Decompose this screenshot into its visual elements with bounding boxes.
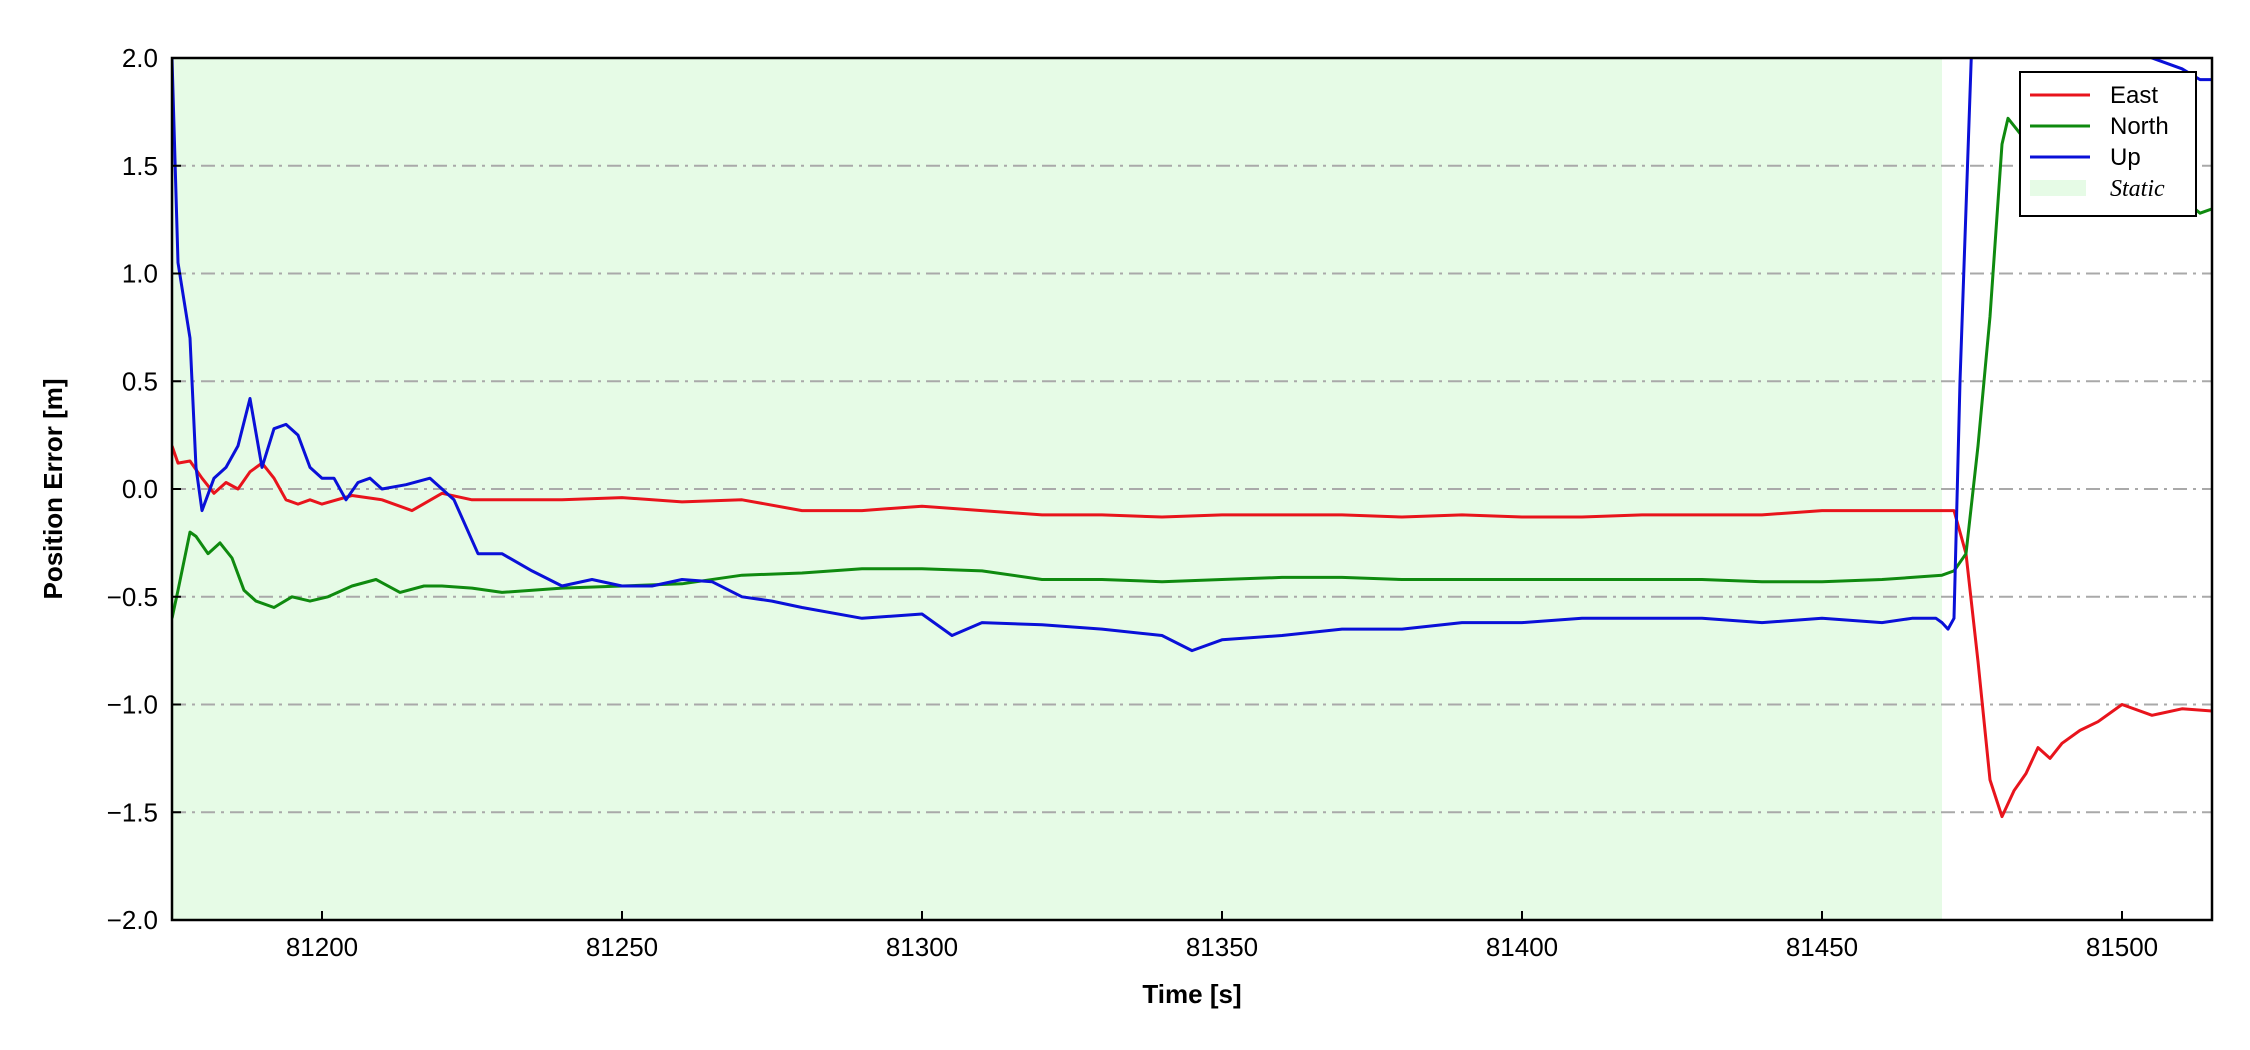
series-line-north [172,78,2212,619]
y-tick-label-4: 0.0 [122,474,158,504]
series-layer [172,58,2212,819]
series-line-up [172,58,2212,653]
y-tick-label-8: 2.0 [122,43,158,73]
y-tick-label-3: −0.5 [107,582,158,612]
legend: East North Up Static [2019,71,2197,217]
x-tick-label-6: 81500 [2086,932,2158,962]
y-tick-label-2: −1.0 [107,690,158,720]
y-tick-label-5: 0.5 [122,366,158,396]
legend-label-up: Up [2110,144,2141,171]
axis-ticks: 81200 81250 81300 81350 81400 81450 81500 −2.0 −… [107,43,2158,962]
grid-lines [172,164,2212,814]
x-tick-label-2: 81300 [886,932,958,962]
x-tick-label-4: 81400 [1486,932,1558,962]
y-tick-label-7: 1.5 [122,151,158,181]
y-axis-label: Position Error [m] [38,378,68,599]
x-tick-label-5: 81450 [1786,932,1858,962]
x-tick-label-1: 81250 [586,932,658,962]
x-tick-label-0: 81200 [286,932,358,962]
series-line-east [172,445,2212,819]
y-tick-label-0: −2.0 [107,905,158,935]
legend-label-east: East [2110,82,2158,109]
legend-label-north: North [2110,113,2169,140]
legend-swatch-static [2030,180,2086,196]
x-axis-label: Time [s] [1142,979,1241,1009]
legend-label-static: Static [2110,176,2165,202]
y-tick-label-1: −1.5 [107,797,158,827]
x-tick-label-3: 81350 [1186,932,1258,962]
y-tick-label-6: 1.0 [122,259,158,289]
